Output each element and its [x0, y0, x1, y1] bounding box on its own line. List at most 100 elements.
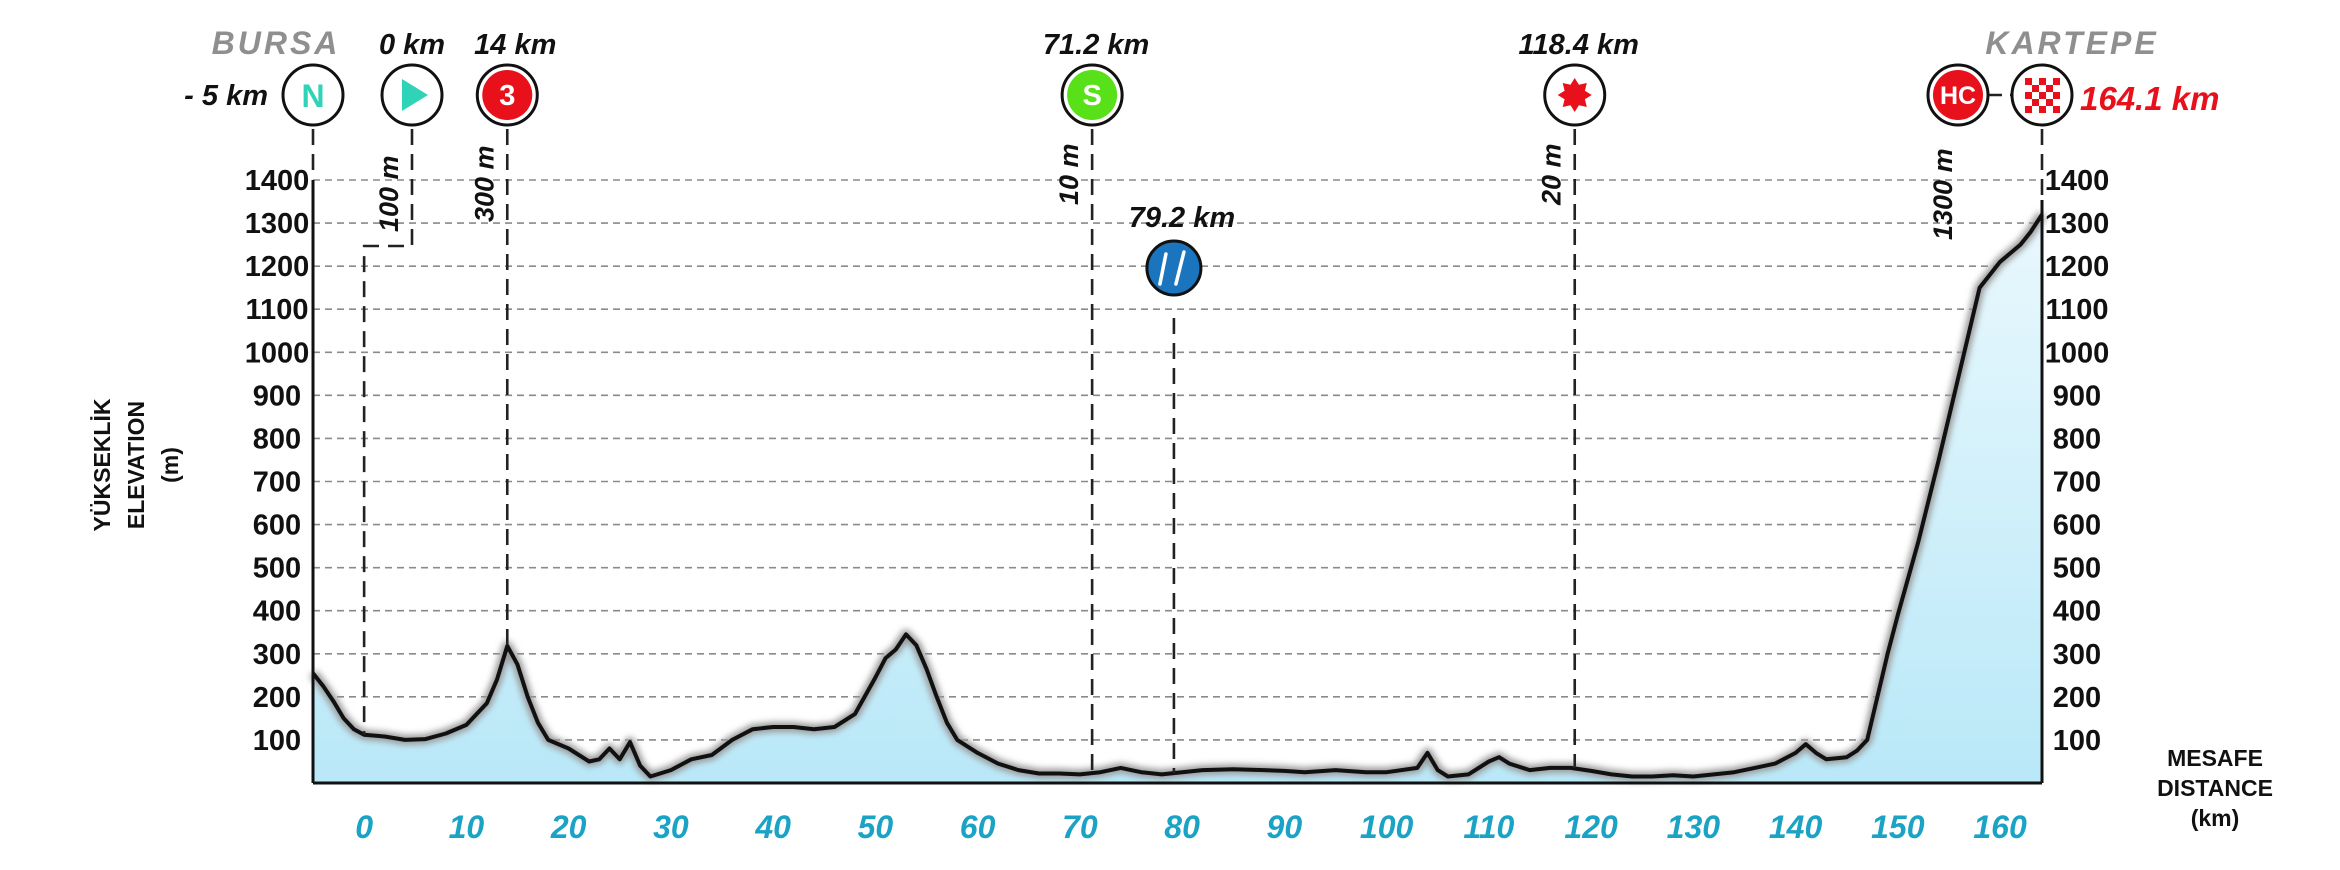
y-tick-right-800: 800 — [2053, 423, 2101, 455]
x-tick-10: 10 — [449, 809, 485, 845]
climb-hc-marker-disc — [1933, 70, 1983, 120]
y-tick-right-100: 100 — [2053, 725, 2101, 757]
climb-cat-3-alt-label: 300 m — [469, 145, 499, 222]
y-tick-left-1100: 1100 — [246, 294, 309, 326]
bonus-sprint-km-label: 118.4 km — [1519, 29, 1639, 61]
x-tick-110: 110 — [1463, 809, 1514, 845]
x-axis-label-line-1: MESAFE — [2167, 745, 2263, 771]
fork-knife-icon — [1158, 250, 1186, 286]
sprint-alt-label: 10 m — [1054, 143, 1084, 205]
y-tick-left-500: 500 — [253, 553, 301, 585]
finish-checker-cell — [2025, 92, 2032, 99]
y-tick-right-400: 400 — [2053, 596, 2101, 628]
x-axis-label-line-3: (km) — [2191, 805, 2240, 831]
y-tick-right-1000: 1000 — [2045, 337, 2110, 369]
y-tick-right-600: 600 — [2053, 510, 2101, 542]
y-axis-label-line-3: (m) — [157, 447, 183, 483]
neutral-start-symbol: N — [301, 78, 324, 114]
climb-cat-3-symbol: 3 — [499, 80, 515, 112]
sprint-symbol: S — [1082, 80, 1101, 112]
y-tick-right-300: 300 — [2053, 639, 2101, 671]
x-tick-100: 100 — [1360, 809, 1414, 845]
start-flag-icon — [402, 79, 428, 111]
y-tick-left-300: 300 — [253, 639, 301, 671]
climb-hc-marker: HC — [1926, 63, 1990, 127]
climb-cat-3-km-label: 14 km — [474, 29, 556, 61]
finish-checker-cell — [2025, 106, 2032, 113]
finish-checker-cell — [2039, 106, 2046, 113]
y-tick-right-1100: 1100 — [2046, 294, 2109, 326]
sprint-km-label: 71.2 km — [1043, 29, 1149, 61]
finish-checker-cell — [2053, 92, 2060, 99]
x-tick-120: 120 — [1564, 809, 1618, 845]
finish-checker-cell — [2039, 78, 2046, 85]
y-tick-right-200: 200 — [2053, 682, 2101, 714]
x-tick-160: 160 — [1973, 809, 2027, 845]
finish-checker-cell — [2032, 99, 2039, 106]
x-tick-70: 70 — [1062, 809, 1098, 845]
x-tick-80: 80 — [1164, 809, 1200, 845]
x-tick-30: 30 — [653, 809, 689, 845]
neutral-start-km-label: - 5 km — [184, 80, 268, 112]
y-tick-left-900: 900 — [253, 380, 301, 412]
y-tick-left-400: 400 — [253, 596, 301, 628]
y-tick-right-1200: 1200 — [2045, 251, 2110, 283]
neutral-start-marker-disc — [288, 70, 338, 120]
y-tick-left-200: 200 — [253, 682, 301, 714]
climb-hc-symbol: HC — [1940, 82, 1976, 110]
start-alt-label: 100 m — [374, 155, 404, 232]
sprint-marker-disc — [1067, 70, 1118, 120]
finish-checker-cell — [2025, 78, 2032, 85]
profile-line-shadow — [309, 211, 2047, 782]
y-tick-left-700: 700 — [253, 467, 301, 499]
bonus-star-icon — [1557, 78, 1592, 112]
y-tick-right-500: 500 — [2053, 553, 2101, 585]
climb-cat-3-marker-disc — [482, 70, 533, 120]
y-tick-right-700: 700 — [2053, 467, 2101, 499]
profile-line — [311, 213, 2044, 779]
finish-town-label: KARTEPE — [1985, 25, 2158, 61]
y-tick-left-1200: 1200 — [245, 251, 310, 283]
x-tick-150: 150 — [1871, 809, 1925, 845]
finish-checker-cell — [2046, 99, 2053, 106]
x-tick-140: 140 — [1769, 809, 1823, 845]
feed-zone-disc — [1145, 239, 1203, 297]
finish-checker-cell — [2053, 106, 2060, 113]
x-tick-0: 0 — [355, 809, 373, 845]
start-km-label: 0 km — [379, 29, 445, 61]
finish-checker-cell — [2039, 92, 2046, 99]
start-guide — [362, 129, 414, 735]
y-tick-right-1400: 1400 — [2045, 165, 2110, 197]
climb-hc-alt-label: 1300 m — [1928, 148, 1958, 240]
feed-zone-km-label: 79.2 km — [1129, 202, 1235, 234]
y-tick-right-900: 900 — [2053, 380, 2101, 412]
y-tick-left-1300: 1300 — [245, 208, 310, 240]
sprint-marker: S — [1060, 63, 1124, 127]
climb-cat-3-marker: 3 — [475, 63, 539, 127]
y-tick-left-800: 800 — [253, 423, 301, 455]
x-tick-40: 40 — [754, 809, 791, 845]
finish-checker-cell — [2053, 78, 2060, 85]
finish-marker — [2010, 63, 2074, 127]
bonus-sprint-marker — [1543, 63, 1607, 127]
profile-area-fill — [313, 214, 2042, 783]
x-tick-50: 50 — [858, 809, 894, 845]
finish-checker-cell — [2046, 85, 2053, 92]
y-tick-left-1000: 1000 — [245, 337, 310, 369]
y-tick-left-600: 600 — [253, 510, 301, 542]
finish-checker-cell — [2032, 85, 2039, 92]
x-tick-20: 20 — [550, 809, 587, 845]
x-tick-90: 90 — [1267, 809, 1303, 845]
feed-zone-marker — [1145, 239, 1203, 297]
y-tick-left-100: 100 — [253, 725, 301, 757]
finish-km-label: 164.1 km — [2080, 80, 2219, 117]
y-tick-left-1400: 1400 — [245, 165, 310, 197]
neutral-start-marker: N — [281, 63, 345, 127]
y-axis-label-line-2: ELEVATION — [123, 401, 149, 529]
x-tick-130: 130 — [1667, 809, 1721, 845]
start-town-label: BURSA — [212, 25, 341, 61]
y-axis-label-line-1: YÜKSEKLİK — [89, 398, 115, 531]
start-marker — [380, 63, 444, 127]
